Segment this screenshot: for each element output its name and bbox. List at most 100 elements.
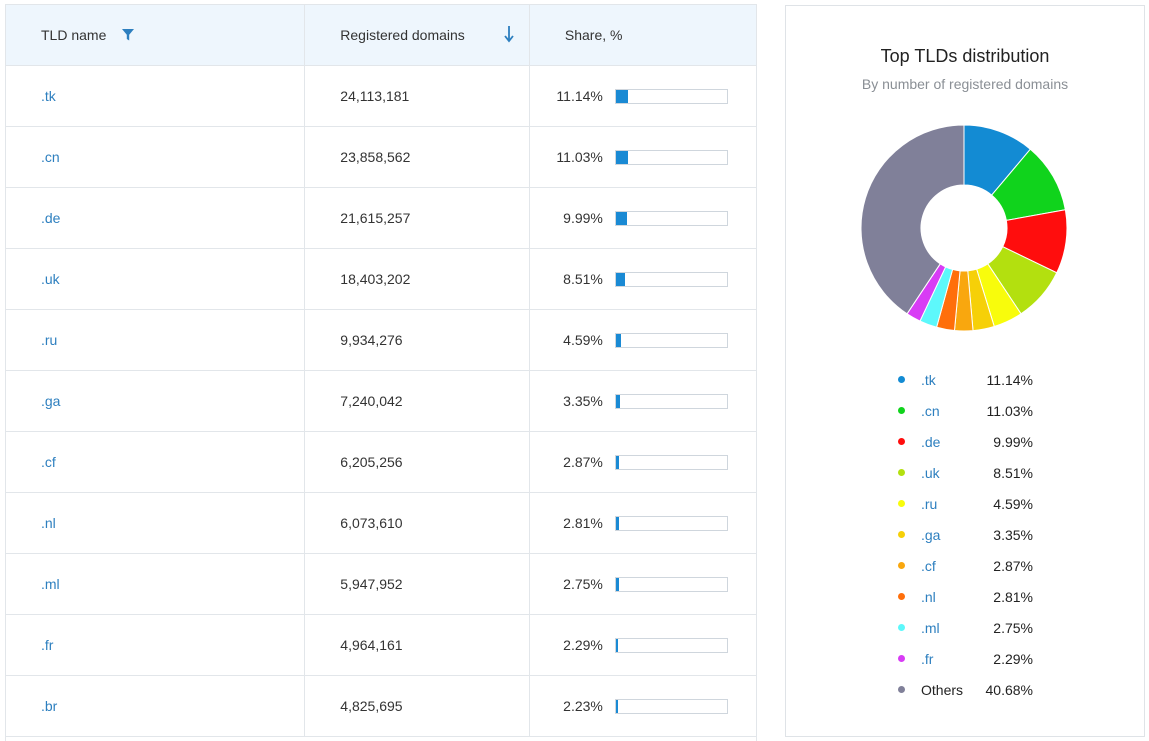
- legend-item[interactable]: .uk 8.51%: [898, 457, 1058, 488]
- tld-link[interactable]: .ru: [41, 332, 58, 348]
- share-value: 2.23%: [563, 698, 603, 714]
- donut-slice[interactable]: [860, 124, 965, 315]
- share-cell: 4.59%: [529, 309, 756, 371]
- legend-color-dot: [898, 562, 905, 569]
- chart-legend: .tk 11.14% .cn 11.03% .de 9.99% .uk 8.51% .ru 4.5…: [898, 364, 1058, 705]
- share-value: 4.59%: [563, 332, 603, 348]
- tld-cell: .de: [6, 187, 306, 249]
- share-value: 2.75%: [563, 576, 603, 592]
- legend-label[interactable]: .cf: [921, 557, 936, 574]
- registered-value: 4,825,695: [340, 698, 403, 714]
- legend-label[interactable]: .cn: [921, 402, 940, 419]
- legend-item[interactable]: .fr 2.29%: [898, 643, 1058, 674]
- registered-cell: 5,947,952: [304, 553, 530, 615]
- share-bar-fill: [615, 455, 620, 469]
- header-registered-domains[interactable]: Registered domains: [304, 4, 530, 66]
- tld-table: TLD name Registered domains: [6, 4, 756, 737]
- legend-item[interactable]: Others 40.68%: [898, 674, 1058, 705]
- share-cell: 11.03%: [529, 126, 756, 188]
- legend-value: 2.81%: [993, 588, 1033, 605]
- tld-link[interactable]: .de: [41, 210, 61, 226]
- share-value: 2.29%: [563, 637, 603, 653]
- registered-cell: 9,934,276: [304, 309, 530, 371]
- legend-value: 2.75%: [993, 619, 1033, 636]
- legend-label[interactable]: .ru: [921, 495, 938, 512]
- legend-item[interactable]: .ga 3.35%: [898, 519, 1058, 550]
- share-bar-fill: [615, 150, 629, 164]
- share-cell: 2.75%: [529, 553, 756, 615]
- table-row: .cf 6,205,256 2.87%: [6, 431, 756, 493]
- legend-item[interactable]: .cn 11.03%: [898, 395, 1058, 426]
- legend-label: Others: [921, 681, 964, 698]
- header-tld-name-label: TLD name: [41, 27, 107, 43]
- legend-item[interactable]: .cf 2.87%: [898, 550, 1058, 581]
- table-row: .fr 4,964,161 2.29%: [6, 614, 756, 676]
- table-row: .nl 6,073,610 2.81%: [6, 492, 756, 554]
- tld-cell: .tk: [6, 65, 306, 127]
- tld-distribution-card: Top TLDs distribution By number of regis…: [785, 5, 1145, 737]
- share-bar: [614, 393, 728, 409]
- table-row: .uk 18,403,202 8.51%: [6, 248, 756, 310]
- legend-item[interactable]: .ml 2.75%: [898, 612, 1058, 643]
- legend-item[interactable]: .tk 11.14%: [898, 364, 1058, 395]
- registered-cell: 6,205,256: [304, 431, 530, 493]
- legend-label[interactable]: .ml: [921, 619, 940, 636]
- tld-link[interactable]: .fr: [41, 637, 54, 653]
- share-bar-fill: [615, 394, 620, 408]
- tld-link[interactable]: .cn: [41, 149, 60, 165]
- table-row: .tk 24,113,181 11.14%: [6, 65, 756, 127]
- share-bar-fill: [615, 638, 619, 652]
- legend-label[interactable]: .ga: [921, 526, 941, 543]
- legend-color-dot: [898, 469, 905, 476]
- share-bar-fill: [615, 699, 619, 713]
- tld-link[interactable]: .ml: [41, 576, 60, 592]
- share-bar-fill: [615, 211, 627, 225]
- share-cell: 11.14%: [529, 65, 756, 127]
- tld-table-container: TLD name Registered domains: [5, 4, 757, 741]
- sort-desc-arrow-icon[interactable]: [503, 25, 515, 43]
- share-bar: [614, 637, 728, 653]
- header-tld-name[interactable]: TLD name: [6, 4, 306, 66]
- legend-label[interactable]: .tk: [921, 371, 936, 388]
- share-bar: [614, 698, 728, 714]
- share-value: 2.81%: [563, 515, 603, 531]
- chart-subtitle: By number of registered domains: [861, 76, 1069, 92]
- registered-cell: 4,825,695: [304, 675, 530, 737]
- tld-link[interactable]: .br: [41, 698, 58, 714]
- legend-item[interactable]: .nl 2.81%: [898, 581, 1058, 612]
- share-bar-fill: [615, 577, 619, 591]
- legend-label[interactable]: .fr: [921, 650, 934, 667]
- tld-cell: .ru: [6, 309, 306, 371]
- tld-cell: .nl: [6, 492, 306, 554]
- tld-cell: .cf: [6, 431, 306, 493]
- tld-link[interactable]: .uk: [41, 271, 60, 287]
- legend-label[interactable]: .nl: [921, 588, 936, 605]
- header-registered-domains-label: Registered domains: [340, 27, 465, 43]
- tld-cell: .uk: [6, 248, 306, 310]
- registered-value: 6,073,610: [340, 515, 403, 531]
- registered-value: 6,205,256: [340, 454, 403, 470]
- registered-cell: 21,615,257: [304, 187, 530, 249]
- table-row: .ga 7,240,042 3.35%: [6, 370, 756, 432]
- registered-value: 21,615,257: [340, 210, 411, 226]
- share-bar-fill: [615, 516, 619, 530]
- tld-link[interactable]: .tk: [41, 88, 56, 104]
- legend-item[interactable]: .de 9.99%: [898, 426, 1058, 457]
- filter-icon[interactable]: [121, 28, 135, 42]
- tld-cell: .ml: [6, 553, 306, 615]
- tld-link[interactable]: .cf: [41, 454, 56, 470]
- tld-cell: .cn: [6, 126, 306, 188]
- legend-color-dot: [898, 438, 905, 445]
- legend-color-dot: [898, 686, 905, 693]
- registered-cell: 4,964,161: [304, 614, 530, 676]
- header-share[interactable]: Share, %: [529, 4, 756, 66]
- legend-item[interactable]: .ru 4.59%: [898, 488, 1058, 519]
- legend-label[interactable]: .uk: [921, 464, 940, 481]
- share-value: 9.99%: [563, 210, 603, 226]
- share-bar-fill: [615, 272, 626, 286]
- tld-link[interactable]: .ga: [41, 393, 61, 409]
- tld-link[interactable]: .nl: [41, 515, 56, 531]
- share-bar: [614, 88, 728, 104]
- share-bar: [614, 576, 728, 592]
- legend-label[interactable]: .de: [921, 433, 941, 450]
